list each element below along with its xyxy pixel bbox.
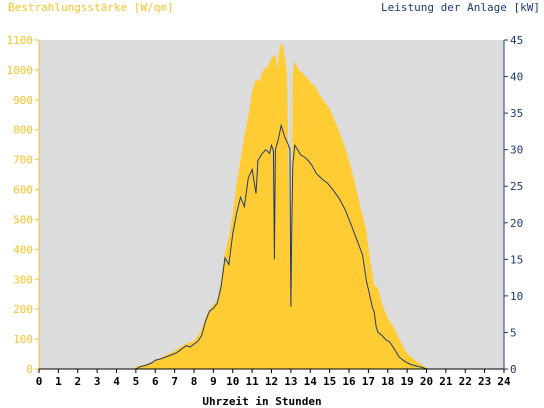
x-tick-label: 3 — [94, 375, 101, 388]
right-tick-label: 40 — [510, 71, 523, 84]
x-tick-label: 18 — [381, 375, 394, 388]
x-axis-ticks: 0 1 2 3 4 5 6 7 8 9 10 11 12 13 14 15 16 17 18 19 20 21 22 23 24 — [36, 369, 511, 388]
x-tick-label: 14 — [304, 375, 318, 388]
x-tick-label: 12 — [265, 375, 278, 388]
power-line — [39, 123, 504, 370]
right-tick-label: 15 — [510, 253, 523, 266]
left-tick-label: 500 — [13, 213, 33, 226]
x-tick-label: 24 — [497, 375, 511, 388]
right-tick-label: 45 — [510, 34, 523, 47]
left-axis-ticks: 0 100 200 300 400 500 600 700 800 900 1000 1100 — [7, 34, 39, 376]
x-tick-label: 4 — [113, 375, 120, 388]
x-tick-label: 22 — [459, 375, 472, 388]
x-tick-label: 13 — [284, 375, 297, 388]
x-tick-label: 6 — [152, 375, 159, 388]
x-tick-label: 16 — [342, 375, 356, 388]
x-tick-label: 7 — [171, 375, 178, 388]
left-tick-label: 1100 — [7, 34, 34, 47]
x-tick-label: 8 — [191, 375, 198, 388]
right-tick-label: 25 — [510, 180, 523, 193]
x-tick-label: 15 — [323, 375, 336, 388]
left-tick-label: 600 — [13, 184, 33, 197]
left-axis-title: Bestrahlungsstärke [W/qm] — [8, 1, 174, 14]
left-tick-label: 1000 — [7, 64, 34, 77]
x-tick-label: 5 — [133, 375, 140, 388]
x-axis-label: Uhrzeit in Stunden — [202, 395, 321, 408]
x-tick-label: 19 — [401, 375, 414, 388]
left-tick-label: 800 — [13, 124, 33, 137]
right-tick-label: 5 — [510, 326, 517, 339]
x-tick-label: 21 — [439, 375, 453, 388]
irradiance-area — [39, 42, 504, 370]
right-tick-label: 10 — [510, 290, 523, 303]
x-tick-label: 10 — [226, 375, 239, 388]
right-tick-label: 0 — [510, 363, 517, 376]
left-tick-label: 200 — [13, 303, 33, 316]
right-axis-title: Leistung der Anlage [kW] — [381, 1, 540, 14]
left-tick-label: 700 — [13, 154, 33, 167]
x-tick-label: 0 — [36, 375, 43, 388]
left-tick-label: 100 — [13, 333, 33, 346]
right-tick-label: 20 — [510, 217, 523, 230]
x-tick-label: 1 — [55, 375, 62, 388]
left-tick-label: 0 — [26, 363, 33, 376]
right-tick-label: 35 — [510, 107, 523, 120]
x-tick-label: 11 — [246, 375, 260, 388]
x-tick-label: 2 — [74, 375, 81, 388]
left-tick-label: 400 — [13, 243, 33, 256]
right-axis-ticks: 0 5 10 15 20 25 30 35 40 45 — [504, 34, 523, 376]
x-tick-label: 17 — [362, 375, 375, 388]
x-tick-label: 23 — [478, 375, 491, 388]
left-tick-label: 300 — [13, 273, 33, 286]
left-tick-label: 900 — [13, 94, 33, 107]
x-tick-label: 20 — [420, 375, 433, 388]
right-tick-label: 30 — [510, 144, 523, 157]
x-tick-label: 9 — [210, 375, 217, 388]
